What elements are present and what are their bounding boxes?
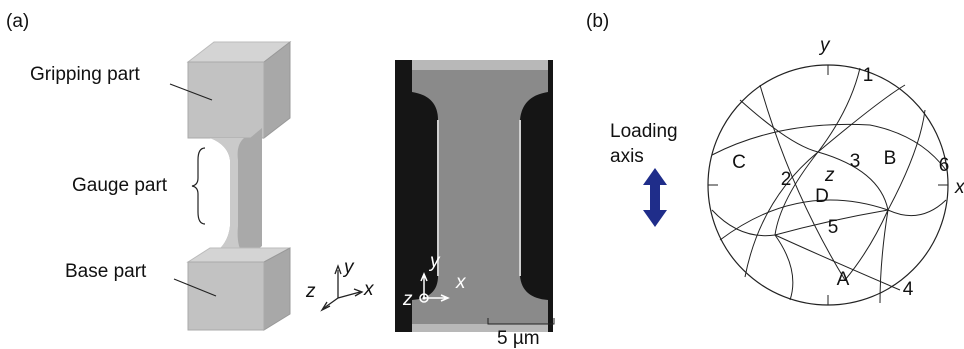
axis-label: y bbox=[428, 251, 441, 272]
sem-image bbox=[395, 60, 553, 332]
plane-label: 2 bbox=[781, 169, 792, 190]
loading-arrow bbox=[643, 168, 667, 227]
axis-label: y bbox=[342, 257, 355, 278]
scale-bar-label: 5 µm bbox=[497, 328, 540, 349]
plane-label: 6 bbox=[939, 155, 950, 176]
axis-label: z bbox=[824, 165, 835, 186]
axis-label: z bbox=[305, 281, 316, 302]
plane-label: 1 bbox=[863, 65, 874, 86]
direction-label: B bbox=[884, 148, 897, 169]
plane-label: 5 bbox=[828, 217, 839, 238]
plane-label: 4 bbox=[903, 279, 914, 300]
label: Gauge part bbox=[72, 175, 168, 196]
figure: (a) (b) Gripping part Gauge part Base pa… bbox=[0, 0, 964, 349]
label: axis bbox=[610, 146, 644, 167]
direction-label: C bbox=[732, 152, 746, 173]
plane-label: 3 bbox=[850, 151, 861, 172]
axis-label: y bbox=[818, 35, 831, 56]
specimen-schematic bbox=[170, 42, 290, 330]
axis-label: z bbox=[402, 289, 413, 310]
direction-label: D bbox=[815, 186, 829, 207]
axis-label: x bbox=[455, 272, 467, 293]
label: Gripping part bbox=[30, 64, 141, 85]
panel-label: (a) bbox=[6, 11, 29, 32]
axis-label: x bbox=[363, 279, 375, 300]
label: Base part bbox=[65, 261, 147, 282]
axis-triad bbox=[322, 266, 362, 310]
panel-label: (b) bbox=[586, 11, 609, 32]
axis-label: x bbox=[954, 177, 964, 198]
label: Loading bbox=[610, 121, 678, 142]
direction-label: A bbox=[837, 269, 850, 290]
